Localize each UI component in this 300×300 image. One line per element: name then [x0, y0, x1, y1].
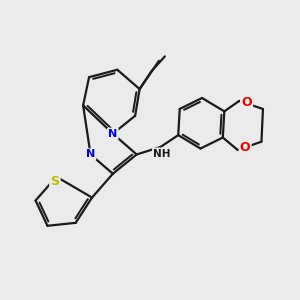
- Text: N: N: [86, 149, 95, 160]
- Text: O: O: [240, 141, 250, 154]
- Text: O: O: [241, 96, 252, 109]
- Text: N: N: [108, 129, 118, 139]
- Text: S: S: [50, 175, 59, 188]
- Text: NH: NH: [153, 148, 171, 159]
